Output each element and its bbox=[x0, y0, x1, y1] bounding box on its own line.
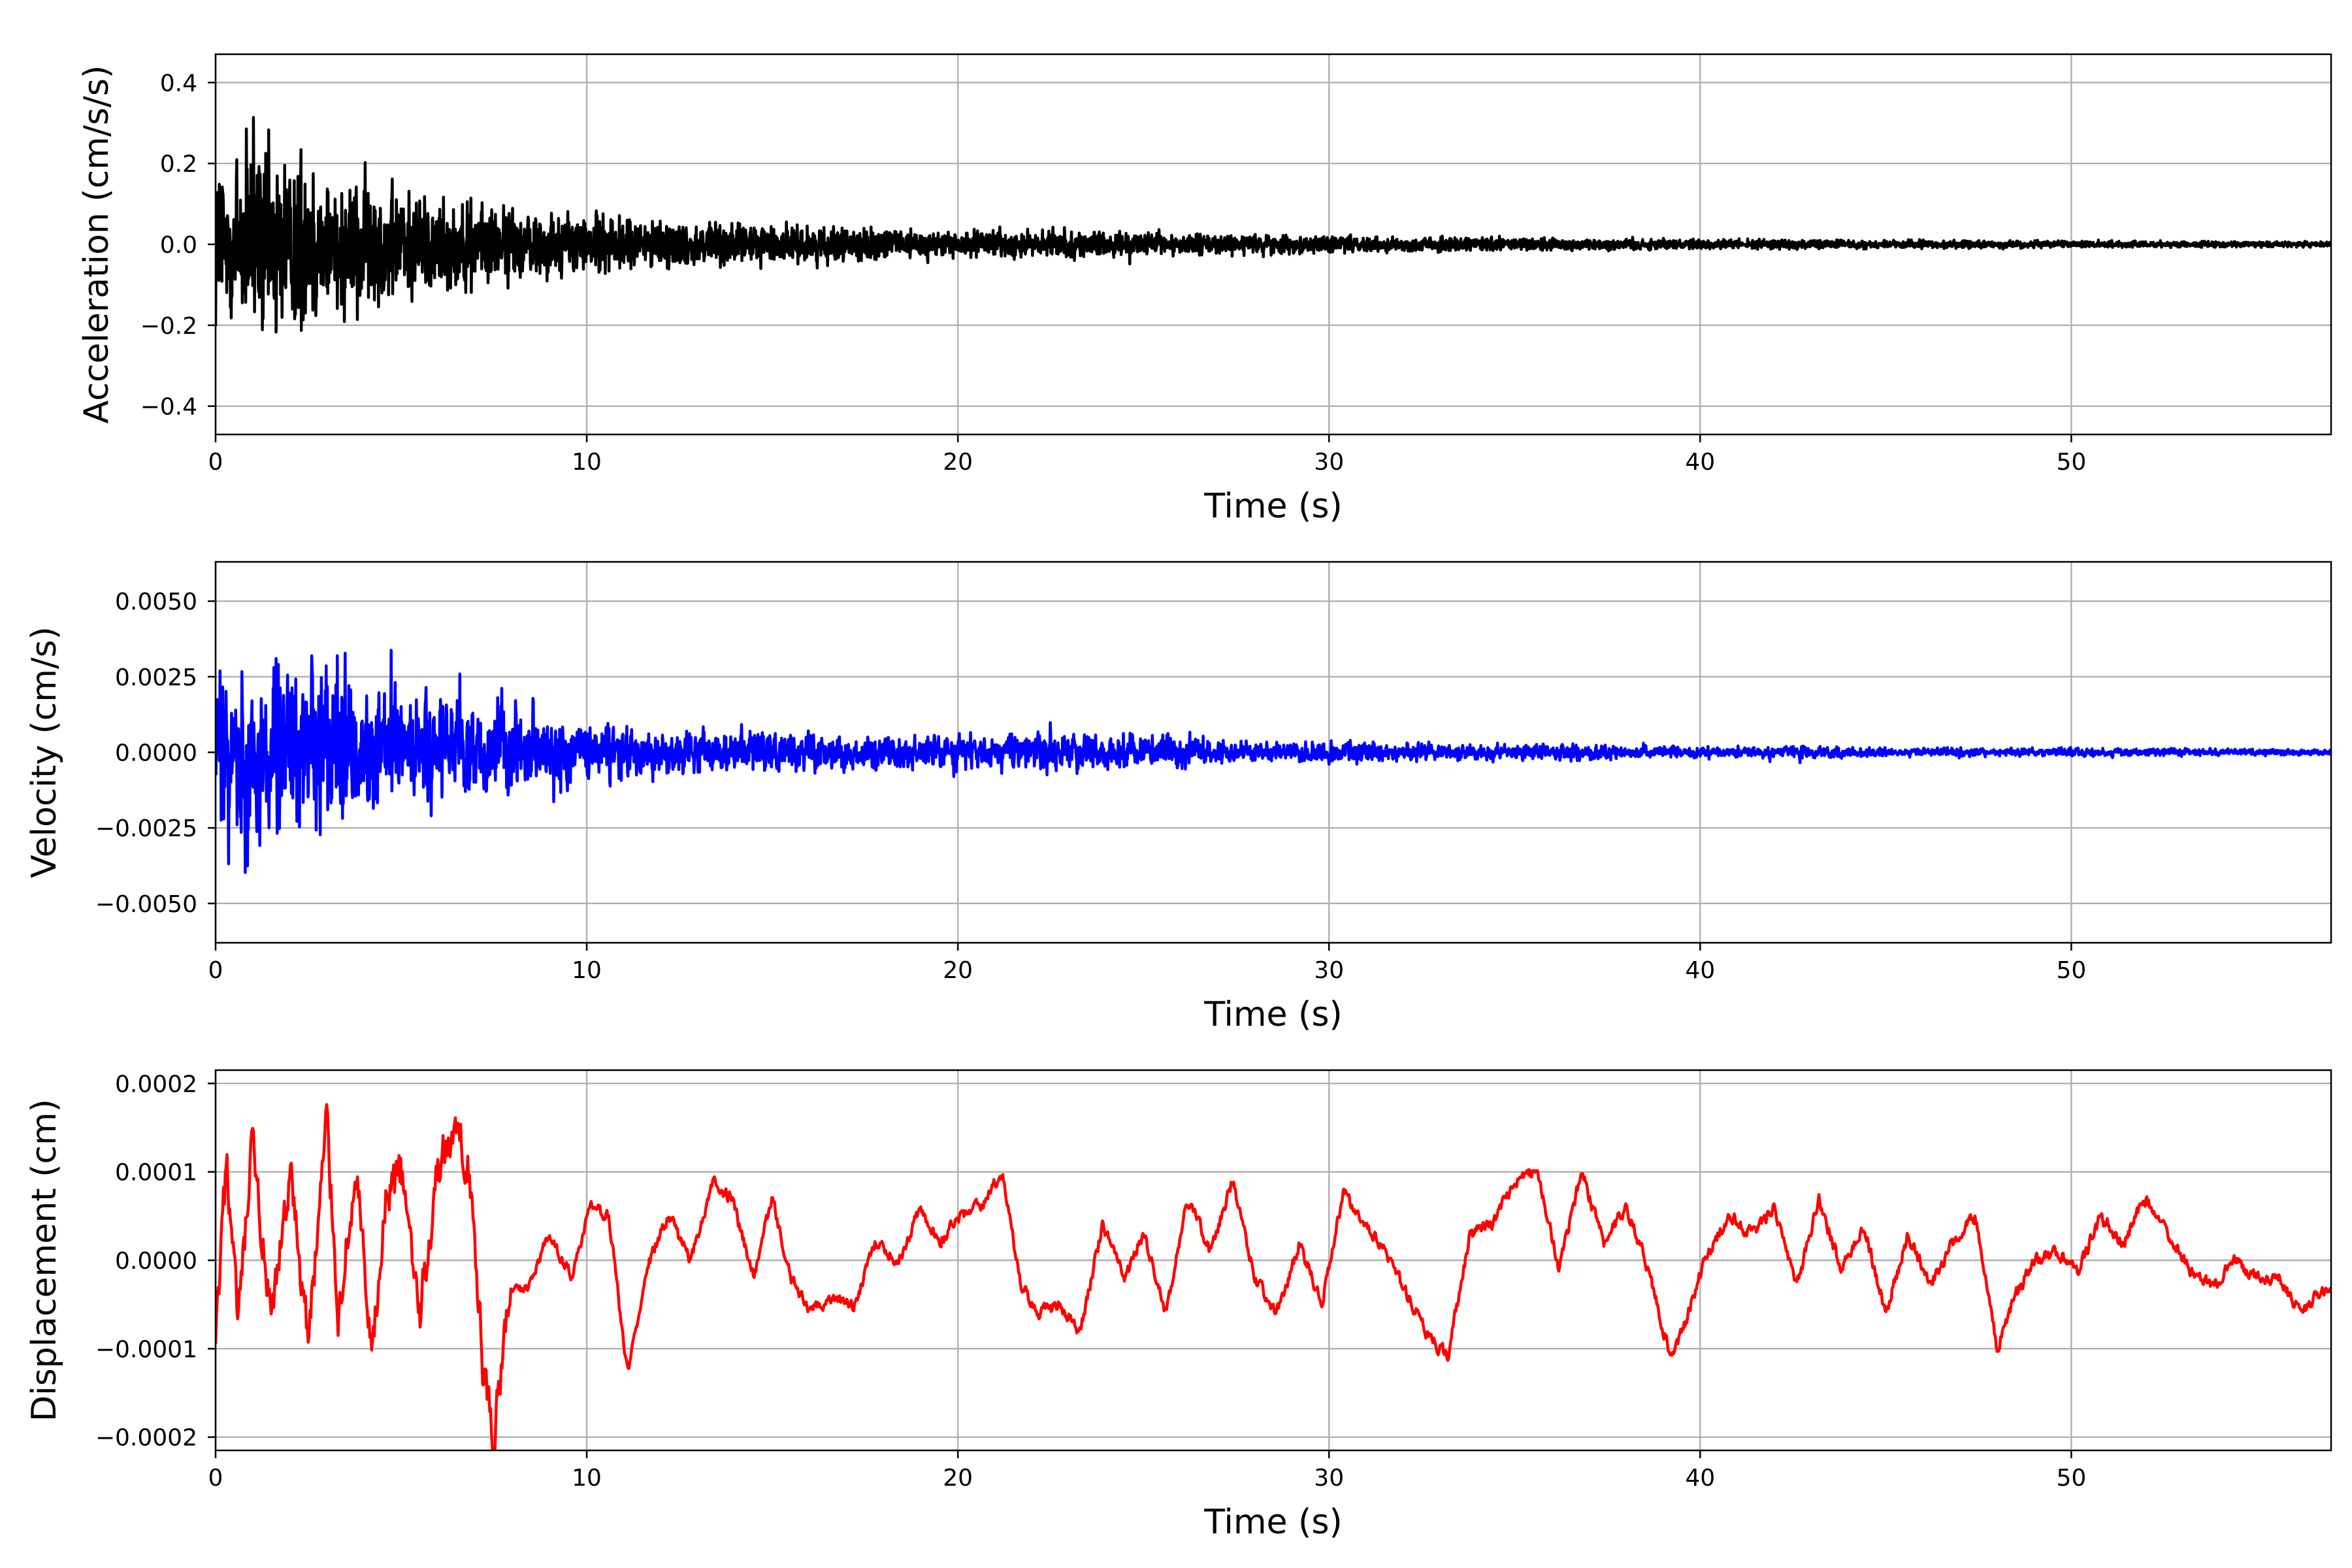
velocity-x-tick-label: 20 bbox=[943, 957, 973, 984]
velocity-y-tick-label: −0.0025 bbox=[95, 815, 197, 842]
displacement-panel: 0 10 20 30 40 50 −0.0002 −0.0001 0.0000 0.0001 0.0… bbox=[25, 1069, 2332, 1542]
displacement-x-tick-label: 30 bbox=[1314, 1465, 1344, 1492]
velocity-x-tick-label: 0 bbox=[208, 957, 223, 984]
displacement-x-tick-label: 40 bbox=[1685, 1465, 1715, 1492]
velocity-y-tick-label: 0.0025 bbox=[115, 664, 197, 691]
velocity-y-axis-label: Velocity (cm/s) bbox=[25, 627, 64, 878]
acceleration-x-tick-label: 20 bbox=[943, 449, 973, 476]
displacement-y-tick-label: 0.0002 bbox=[115, 1071, 197, 1098]
velocity-y-tick-label: 0.0050 bbox=[115, 589, 197, 615]
displacement-x-tick-label: 20 bbox=[943, 1465, 973, 1492]
displacement-x-axis-label: Time (s) bbox=[1203, 1503, 1342, 1542]
acceleration-series-line bbox=[216, 116, 2331, 334]
displacement-y-tick-label: −0.0001 bbox=[95, 1336, 197, 1363]
displacement-x-tick-label: 0 bbox=[208, 1465, 223, 1492]
acceleration-y-tick-label: 0.2 bbox=[160, 151, 197, 178]
displacement-x-tick-label: 50 bbox=[2056, 1465, 2086, 1492]
acceleration-y-axis-label: Acceleration (cm/s/s) bbox=[77, 65, 116, 424]
acceleration-y-tick-label: 0.4 bbox=[160, 70, 197, 97]
velocity-series-line bbox=[216, 649, 2331, 874]
displacement-y-axis-label: Displacement (cm) bbox=[25, 1099, 64, 1422]
acceleration-x-axis-label: Time (s) bbox=[1203, 487, 1342, 526]
displacement-y-tick-label: −0.0002 bbox=[95, 1425, 197, 1452]
acceleration-x-tick-label: 30 bbox=[1314, 449, 1344, 476]
displacement-series-line bbox=[216, 1103, 2331, 1450]
velocity-y-tick-label: 0.0000 bbox=[115, 740, 197, 767]
acceleration-x-tick-label: 50 bbox=[2056, 449, 2086, 476]
velocity-x-axis-label: Time (s) bbox=[1203, 995, 1342, 1034]
displacement-y-tick-label: 0.0001 bbox=[115, 1160, 197, 1186]
acceleration-y-tick-label: −0.2 bbox=[140, 313, 197, 340]
velocity-x-tick-label: 30 bbox=[1314, 957, 1344, 984]
acceleration-x-tick-label: 0 bbox=[208, 449, 223, 476]
acceleration-y-tick-label: −0.4 bbox=[140, 394, 197, 421]
velocity-x-tick-label: 50 bbox=[2056, 957, 2086, 984]
acceleration-x-tick-label: 40 bbox=[1685, 449, 1715, 476]
displacement-y-tick-label: 0.0000 bbox=[115, 1248, 197, 1275]
acceleration-y-tick-label: 0.0 bbox=[160, 232, 197, 259]
velocity-x-tick-label: 40 bbox=[1685, 957, 1715, 984]
velocity-y-tick-label: −0.0050 bbox=[95, 891, 197, 918]
velocity-x-tick-label: 10 bbox=[572, 957, 602, 984]
displacement-x-tick-label: 10 bbox=[572, 1465, 602, 1492]
velocity-panel: 0 10 20 30 40 50 −0.0050 −0.0025 0.0000 0.0025 0.0… bbox=[25, 561, 2332, 1034]
acceleration-x-tick-label: 10 bbox=[572, 449, 602, 476]
acceleration-panel: 0 10 20 30 40 50 −0.4 −0.2 0.0 0.2 0.4 Time (s) Acce… bbox=[77, 53, 2332, 526]
